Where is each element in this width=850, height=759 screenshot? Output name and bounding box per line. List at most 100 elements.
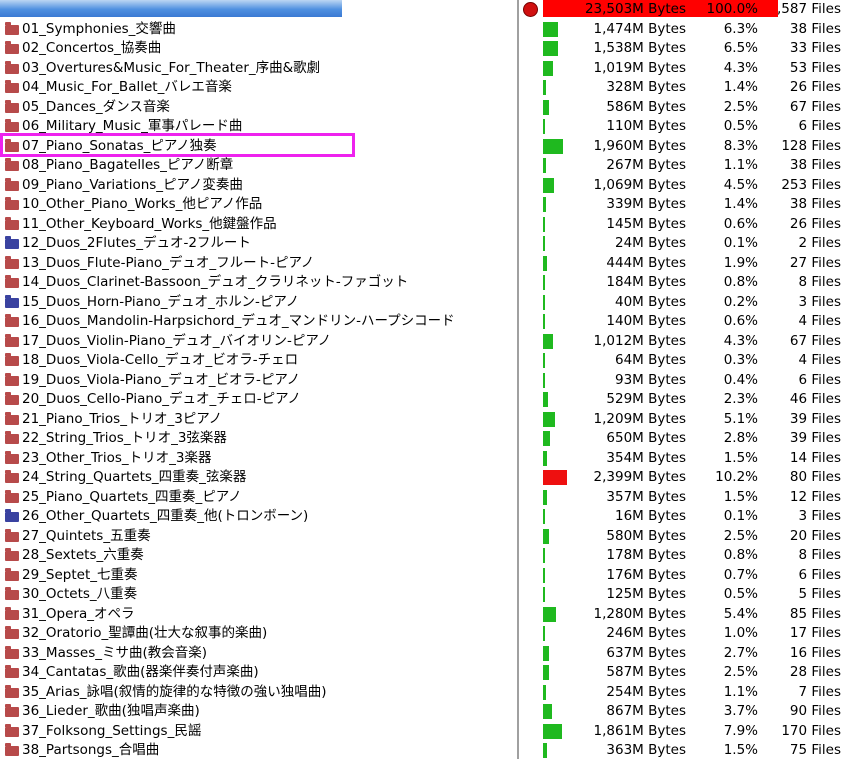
stats-row: 1,474M Bytes 6.3% 38 Files [519,20,850,39]
folder-row[interactable]: 36_Lieder_歌曲(独唱声楽曲) [0,702,517,721]
size-percent: 7.9% [723,722,758,739]
folder-icon [5,645,19,659]
stats-row: 64M Bytes 0.3% 4 Files [519,351,850,370]
file-count: 3 Files [798,293,841,310]
folder-row[interactable]: 08_Piano_Bagatelles_ピアノ断章 [0,156,517,175]
folder-row[interactable]: 13_Duos_Flute-Piano_デュオ_フルート-ピアノ [0,254,517,273]
folder-row[interactable]: 17_Duos_Violin-Piano_デュオ_バイオリン-ピアノ [0,332,517,351]
folder-icon [5,60,19,74]
folder-name: 09_Piano_Variations_ピアノ変奏曲 [22,176,243,193]
folder-row[interactable]: 20_Duos_Cello-Piano_デュオ_チェロ-ピアノ [0,390,517,409]
folder-name: 21_Piano_Trios_トリオ_3ピアノ [22,410,223,427]
folder-row[interactable]: 10_Other_Piano_Works_他ピアノ作品 [0,195,517,214]
size-bytes: 867M Bytes [606,703,686,719]
folder-icon [5,314,19,327]
folder-row[interactable]: 07_Piano_Sonatas_ピアノ独奏 [0,137,517,156]
size-bytes: 580M Bytes [606,527,686,544]
pane-splitter[interactable] [517,0,519,759]
total-bytes: 23,503M Bytes [584,1,686,17]
folder-row[interactable]: 04_Music_For_Ballet_バレエ音楽 [0,78,517,97]
folder-row[interactable]: 32_Oratorio_聖譚曲(壮大な叙事的楽曲) [0,624,517,643]
selected-parent-row[interactable] [0,0,342,17]
size-bar [543,587,545,602]
folder-icon [5,99,19,113]
folder-row[interactable]: 18_Duos_Viola-Cello_デュオ_ビオラ-チェロ [0,351,517,370]
folder-row[interactable]: 22_String_Trios_トリオ_3弦楽器 [0,429,517,448]
folder-row[interactable]: 23_Other_Trios_トリオ_3楽器 [0,449,517,468]
file-count: 80 Files [789,469,841,485]
file-count: 12 Files [789,488,841,505]
stats-row: 176M Bytes 0.7% 6 Files [519,566,850,585]
folder-row[interactable]: 02_Concertos_協奏曲 [0,39,517,58]
folder-row[interactable]: 11_Other_Keyboard_Works_他鍵盤作品 [0,215,517,234]
folder-name: 08_Piano_Bagatelles_ピアノ断章 [22,157,234,173]
folder-row[interactable]: 05_Dances_ダンス音楽 [0,98,517,117]
folder-row[interactable]: 03_Overtures&Music_For_Theater_序曲&歌劇 [0,59,517,78]
folder-row[interactable]: 25_Piano_Quartets_四重奏_ピアノ [0,488,517,507]
folder-row[interactable]: 14_Duos_Clarinet-Bassoon_デュオ_クラリネット-ファゴッ… [0,273,517,292]
size-bar [543,119,545,134]
folder-row[interactable]: 27_Quintets_五重奏 [0,527,517,546]
size-bytes: 357M Bytes [606,488,686,505]
folder-row[interactable]: 35_Arias_詠唱(叙情的旋律的な特徴の強い独唱曲) [0,683,517,702]
folder-blue-icon [5,236,19,249]
folder-row[interactable]: 12_Duos_2Flutes_デュオ-2フルート [0,234,517,253]
folder-row[interactable]: 09_Piano_Variations_ピアノ変奏曲 [0,176,517,195]
folder-row[interactable]: 15_Duos_Horn-Piano_デュオ_ホルン-ピアノ [0,293,517,312]
size-percent: 1.9% [723,254,758,271]
file-count: 7 Files [798,683,841,700]
size-percent: 0.6% [723,215,758,232]
size-bytes: 328M Bytes [606,79,686,95]
stats-row: 125M Bytes 0.5% 5 Files [519,585,850,604]
size-bytes: 637M Bytes [606,644,686,661]
folder-icon [5,684,19,698]
stats-row: 637M Bytes 2.7% 16 Files [519,644,850,663]
folder-icon [5,587,19,600]
folder-name: 05_Dances_ダンス音楽 [22,98,170,115]
folder-row[interactable]: 29_Septet_七重奏 [0,566,517,585]
size-bytes: 363M Bytes [606,742,686,758]
size-percent: 0.8% [723,547,758,563]
size-percent: 10.2% [715,469,758,485]
folder-row[interactable]: 38_Partsongs_合唱曲 [0,741,517,759]
folder-row[interactable]: 19_Duos_Viola-Piano_デュオ_ビオラ-ピアノ [0,371,517,390]
size-bytes: 267M Bytes [606,157,686,173]
folder-icon [5,177,19,191]
folder-row[interactable]: 24_String_Quartets_四重奏_弦楽器 [0,468,517,487]
size-bar [543,216,545,232]
size-bar [543,60,554,76]
size-bytes: 254M Bytes [606,683,686,700]
folder-row[interactable]: 30_Octets_八重奏 [0,585,517,604]
size-bytes: 1,538M Bytes [593,40,686,56]
size-percent: 1.0% [723,625,758,641]
folder-row[interactable]: 26_Other_Quartets_四重奏_他(トロンボーン) [0,507,517,526]
folder-icon [5,138,19,152]
folder-row[interactable]: 37_Folksong_Settings_民謡 [0,722,517,741]
folder-row[interactable]: 01_Symphonies_交響曲 [0,20,517,39]
file-count: 67 Files [789,98,841,115]
size-bytes: 339M Bytes [606,196,686,212]
folder-row[interactable]: 28_Sextets_六重奏 [0,546,517,565]
folder-name: 25_Piano_Quartets_四重奏_ピアノ [22,488,242,505]
stats-row: 2,399M Bytes 10.2% 80 Files [519,468,850,487]
folder-row[interactable]: 16_Duos_Mandolin-Harpsichord_デュオ_マンドリン-ハ… [0,312,517,331]
folder-row[interactable]: 33_Masses_ミサ曲(教会音楽) [0,644,517,663]
folder-blue-icon [5,294,19,308]
file-count: 170 Files [781,722,841,739]
stats-row: 1,960M Bytes 8.3% 128 Files [519,137,850,156]
size-percent: 4.5% [723,176,758,193]
size-percent: 2.8% [723,430,758,446]
folder-icon [5,665,19,678]
folder-name: 28_Sextets_六重奏 [22,547,144,563]
size-bar [543,275,545,290]
size-percent: 1.4% [723,79,758,95]
folder-row[interactable]: 31_Opera_オペラ [0,605,517,624]
folder-name: 26_Other_Quartets_四重奏_他(トロンボーン) [22,508,309,524]
folder-row[interactable]: 06_Military_Music_軍事パレード曲 [0,117,517,136]
folder-icon [5,489,19,503]
folder-row[interactable]: 34_Cantatas_歌曲(器楽伴奏付声楽曲) [0,663,517,682]
folder-row[interactable]: 21_Piano_Trios_トリオ_3ピアノ [0,410,517,429]
stats-row: 1,280M Bytes 5.4% 85 Files [519,605,850,624]
size-bytes: 93M Bytes [614,371,686,388]
size-bar [543,743,547,758]
